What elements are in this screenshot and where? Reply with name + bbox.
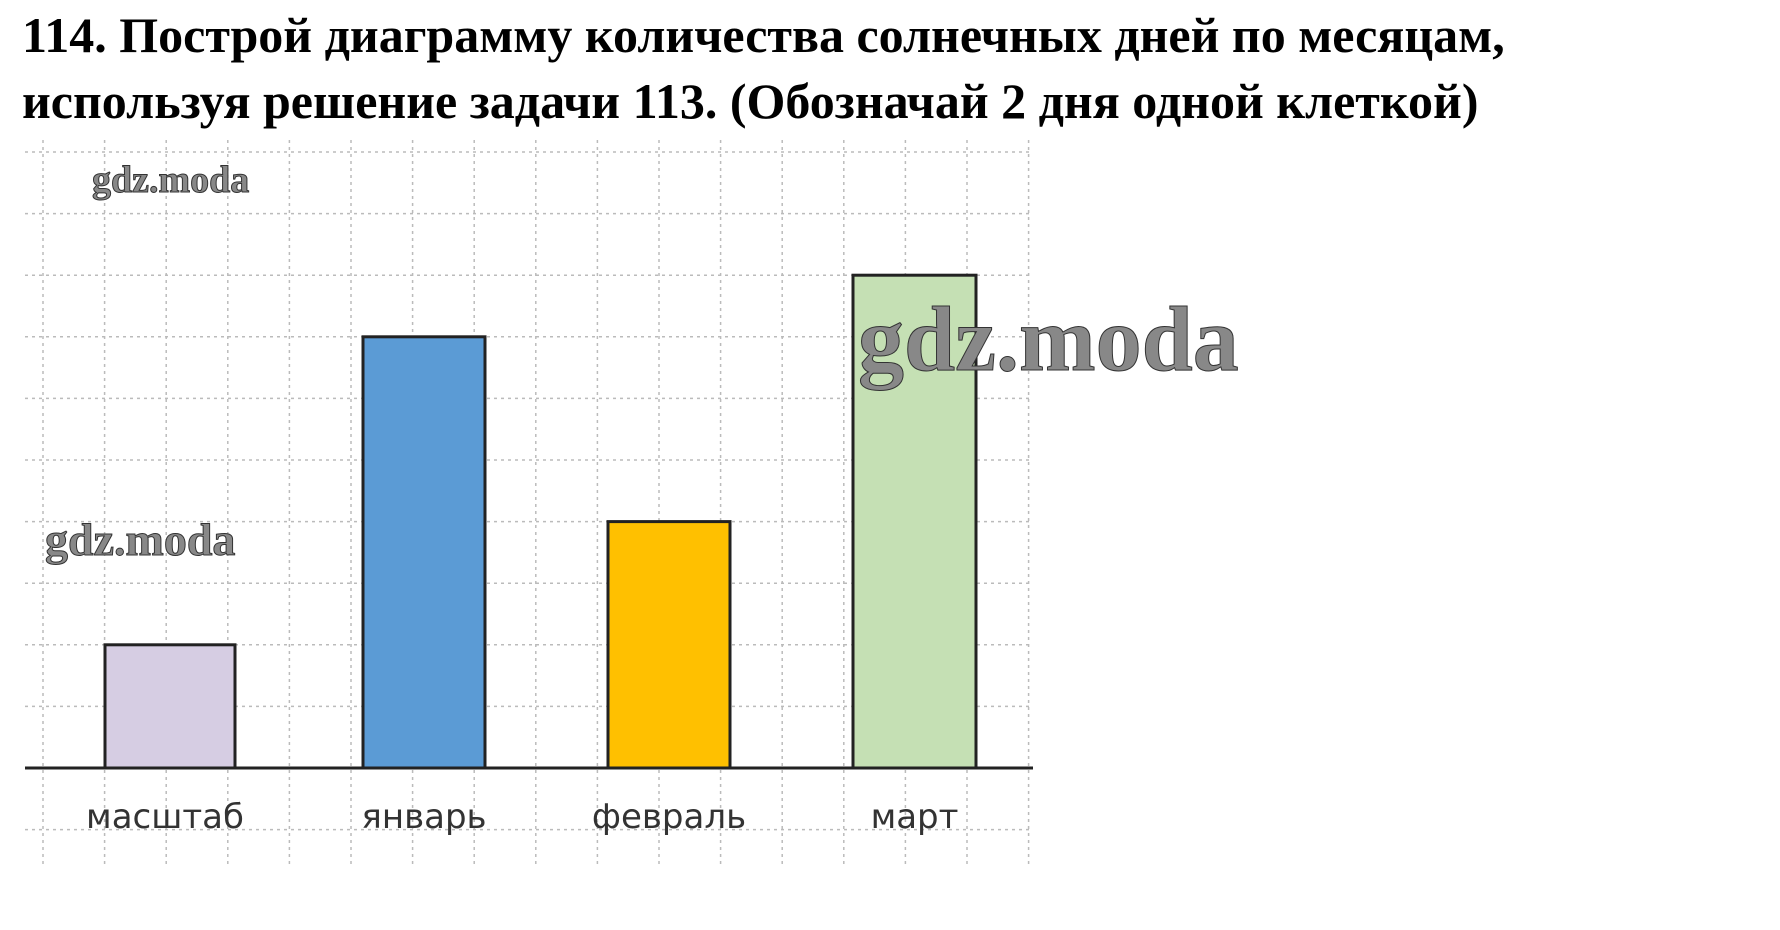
watermark: gdz.moda (92, 159, 249, 201)
x-tick-label: март (871, 797, 959, 837)
bar (361, 335, 487, 770)
title-line: используя решение задачи 113. (Обозначай… (22, 73, 1478, 129)
bar (103, 643, 237, 770)
bar (606, 520, 732, 770)
watermark: gdz.moda (45, 514, 235, 565)
bar (851, 273, 978, 770)
x-tick-label: масштаб (86, 797, 244, 837)
x-tick-label: февраль (592, 797, 746, 837)
watermark: gdz.moda (858, 288, 1239, 390)
x-tick-label: январь (361, 797, 486, 837)
title-line: 114. Построй диаграмму количества солнеч… (22, 7, 1505, 63)
